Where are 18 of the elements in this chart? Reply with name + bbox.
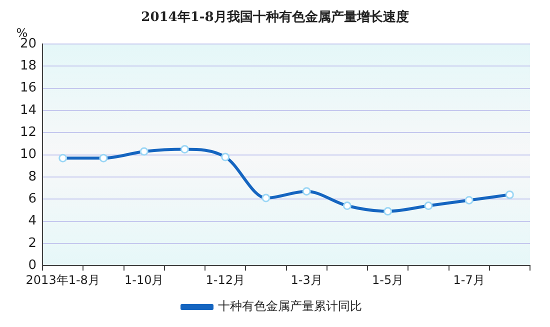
y-tick-label: 4: [28, 214, 37, 229]
x-tick-label: 1-7月: [453, 272, 485, 287]
x-tick-label: 2013年1-8月: [26, 272, 100, 287]
y-tick-label: 0: [28, 258, 37, 273]
x-tick-label: 1-5月: [372, 272, 404, 287]
x-tick-label: 1-10月: [124, 272, 164, 287]
y-tick-label: 2: [28, 236, 37, 251]
legend-label: 十种有色金属产量累计同比: [218, 299, 362, 314]
y-tick-label: 6: [28, 191, 37, 206]
y-tick-label: 16: [20, 80, 37, 96]
y-tick-label: 10: [20, 147, 37, 162]
y-tick-label: 18: [20, 58, 37, 74]
y-tick-label: 12: [20, 125, 37, 140]
chart-title: 2014年1-8月我国十种有色金属产量增长速度: [140, 8, 410, 26]
y-tick-label: 14: [20, 102, 37, 118]
x-tick-label: 1-12月: [206, 272, 245, 287]
x-tick-label: 1-3月: [290, 272, 322, 287]
y-tick-label: 8: [28, 169, 37, 184]
